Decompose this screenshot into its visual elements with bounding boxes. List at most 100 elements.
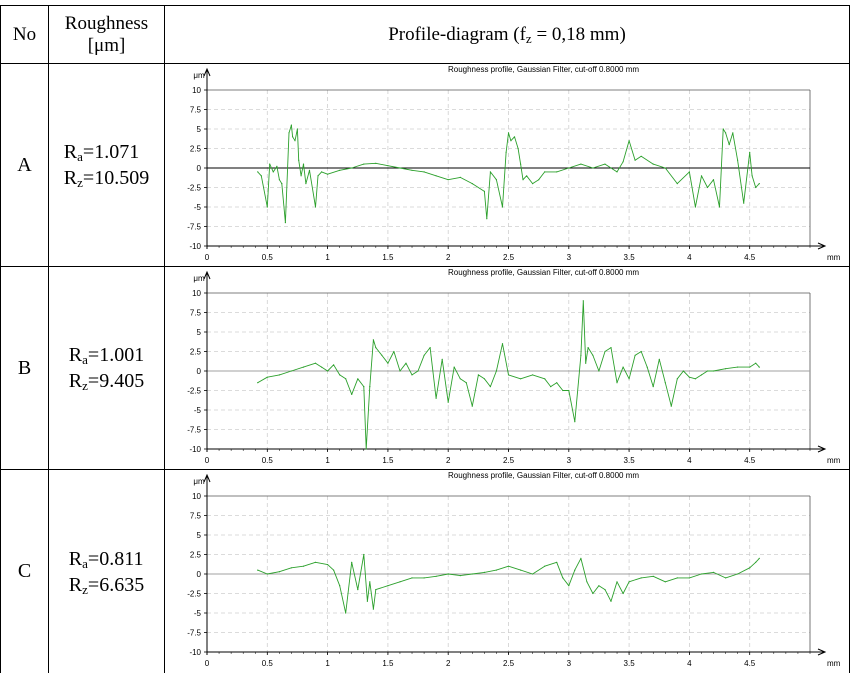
profile-data-point	[351, 167, 353, 169]
y-tick-label: -5	[194, 609, 202, 618]
x-axis-arrow	[817, 648, 827, 656]
x-tick-label: 0.5	[262, 659, 274, 668]
profile-data-point	[459, 575, 461, 577]
profile-data-point	[314, 206, 317, 208]
row-id-b: B	[1, 267, 48, 469]
profile-data-point	[712, 370, 715, 372]
profile-data-point	[333, 569, 335, 571]
roughness-values: Ra=1.071 Rz=10.509	[64, 139, 149, 191]
y-tick-label: -7.5	[187, 629, 201, 638]
profile-data-point	[321, 171, 323, 173]
profile-data-point	[459, 378, 461, 380]
profile-data-point	[471, 405, 473, 407]
profile-data-point	[372, 608, 374, 610]
row-id-text: C	[17, 560, 32, 582]
profile-data-point	[495, 179, 497, 181]
x-tick-label: 0.5	[262, 253, 274, 262]
profile-data-point	[290, 370, 292, 372]
profile-data-point	[257, 171, 259, 173]
profile-data-point	[435, 575, 437, 577]
y-tick-label: -10	[189, 445, 201, 454]
y-tick-label: 10	[192, 492, 201, 501]
y-tick-label: -10	[189, 242, 201, 251]
x-tick-label: 3.5	[624, 253, 636, 262]
row-id-text: A	[17, 153, 32, 176]
y-tick-label: -7.5	[187, 223, 201, 232]
profile-data-point	[486, 218, 488, 220]
profile-data-point	[749, 366, 751, 368]
profile-data-point	[294, 140, 296, 142]
x-tick-label: 1	[325, 456, 330, 465]
profile-data-point	[718, 206, 721, 208]
profile-data-point	[292, 136, 294, 138]
profile-data-point	[369, 581, 371, 583]
y-tick-label: 7.5	[190, 512, 202, 521]
profile-data-point	[495, 569, 497, 571]
x-tick-label: 4.5	[744, 659, 756, 668]
header-roughness: Roughness [μm]	[49, 6, 164, 63]
profile-data-point	[441, 358, 443, 360]
profile-data-point	[616, 382, 618, 384]
rz-value: Rz=9.405	[68, 370, 145, 393]
profile-data-point	[737, 573, 739, 575]
profile-data-point	[345, 612, 347, 614]
profile-data-point	[749, 567, 751, 569]
x-axis-unit: mm	[827, 456, 841, 465]
profile-data-point	[399, 167, 401, 169]
profile-data-point	[266, 206, 268, 208]
profile-data-point	[652, 163, 654, 165]
profile-data-point	[722, 128, 724, 130]
profile-data-point	[298, 159, 300, 161]
profile-data-point	[501, 206, 504, 208]
profile-data-point	[327, 564, 329, 566]
profile-data-point	[586, 581, 588, 583]
profile-data-point	[598, 585, 600, 587]
profile-data-point	[387, 585, 389, 587]
profile-data-point	[308, 169, 311, 171]
profile-data-point	[676, 183, 678, 185]
profile-data-point	[544, 171, 546, 173]
header-no: No	[1, 6, 48, 63]
profile-data-point	[489, 171, 491, 173]
profile-data-point	[513, 136, 516, 138]
roughness-cell-c: Ra=0.811 Rz=6.635	[49, 470, 164, 673]
profile-data-point	[321, 366, 323, 368]
profile-data-point	[257, 382, 259, 384]
profile-data-point	[664, 382, 666, 384]
x-tick-label: 0	[205, 659, 210, 668]
y-axis-unit: μm	[193, 477, 205, 486]
header-no-text: No	[12, 23, 37, 45]
profile-data-point	[562, 389, 564, 392]
profile-data-point	[363, 386, 365, 388]
profile-data-point	[732, 132, 734, 134]
profile-data-point	[281, 183, 283, 185]
rz-value: Rz=10.509	[63, 167, 150, 190]
profile-data-point	[676, 378, 678, 380]
profile-data-point	[345, 378, 347, 380]
table-border-top	[0, 5, 850, 6]
profile-data-point	[652, 386, 654, 388]
profile-data-point	[399, 581, 401, 583]
profile-data-point	[585, 362, 587, 364]
profile-data-point	[459, 176, 461, 178]
profile-data-point	[520, 569, 522, 571]
table-col-divider	[164, 5, 165, 673]
profile-data-point	[288, 132, 290, 134]
profile-data-point	[580, 163, 582, 165]
profile-data-point	[507, 374, 510, 376]
profile-data-point	[562, 577, 564, 579]
x-tick-label: 1.5	[382, 456, 394, 465]
profile-data-point	[417, 370, 419, 372]
x-tick-label: 2.5	[503, 456, 515, 465]
profile-data-point	[507, 132, 510, 134]
profile-data-point	[276, 165, 278, 167]
y-tick-label: 0	[197, 164, 202, 173]
table-row-divider	[0, 469, 850, 470]
roughness-cell-b: Ra=1.001 Rz=9.405	[49, 267, 164, 469]
profile-data-point	[495, 370, 497, 372]
profile-data-point	[568, 167, 570, 169]
profile-data-point	[700, 374, 703, 376]
profile-data-point	[305, 183, 307, 185]
profile-data-point	[706, 186, 709, 189]
profile-data-point	[700, 573, 703, 575]
